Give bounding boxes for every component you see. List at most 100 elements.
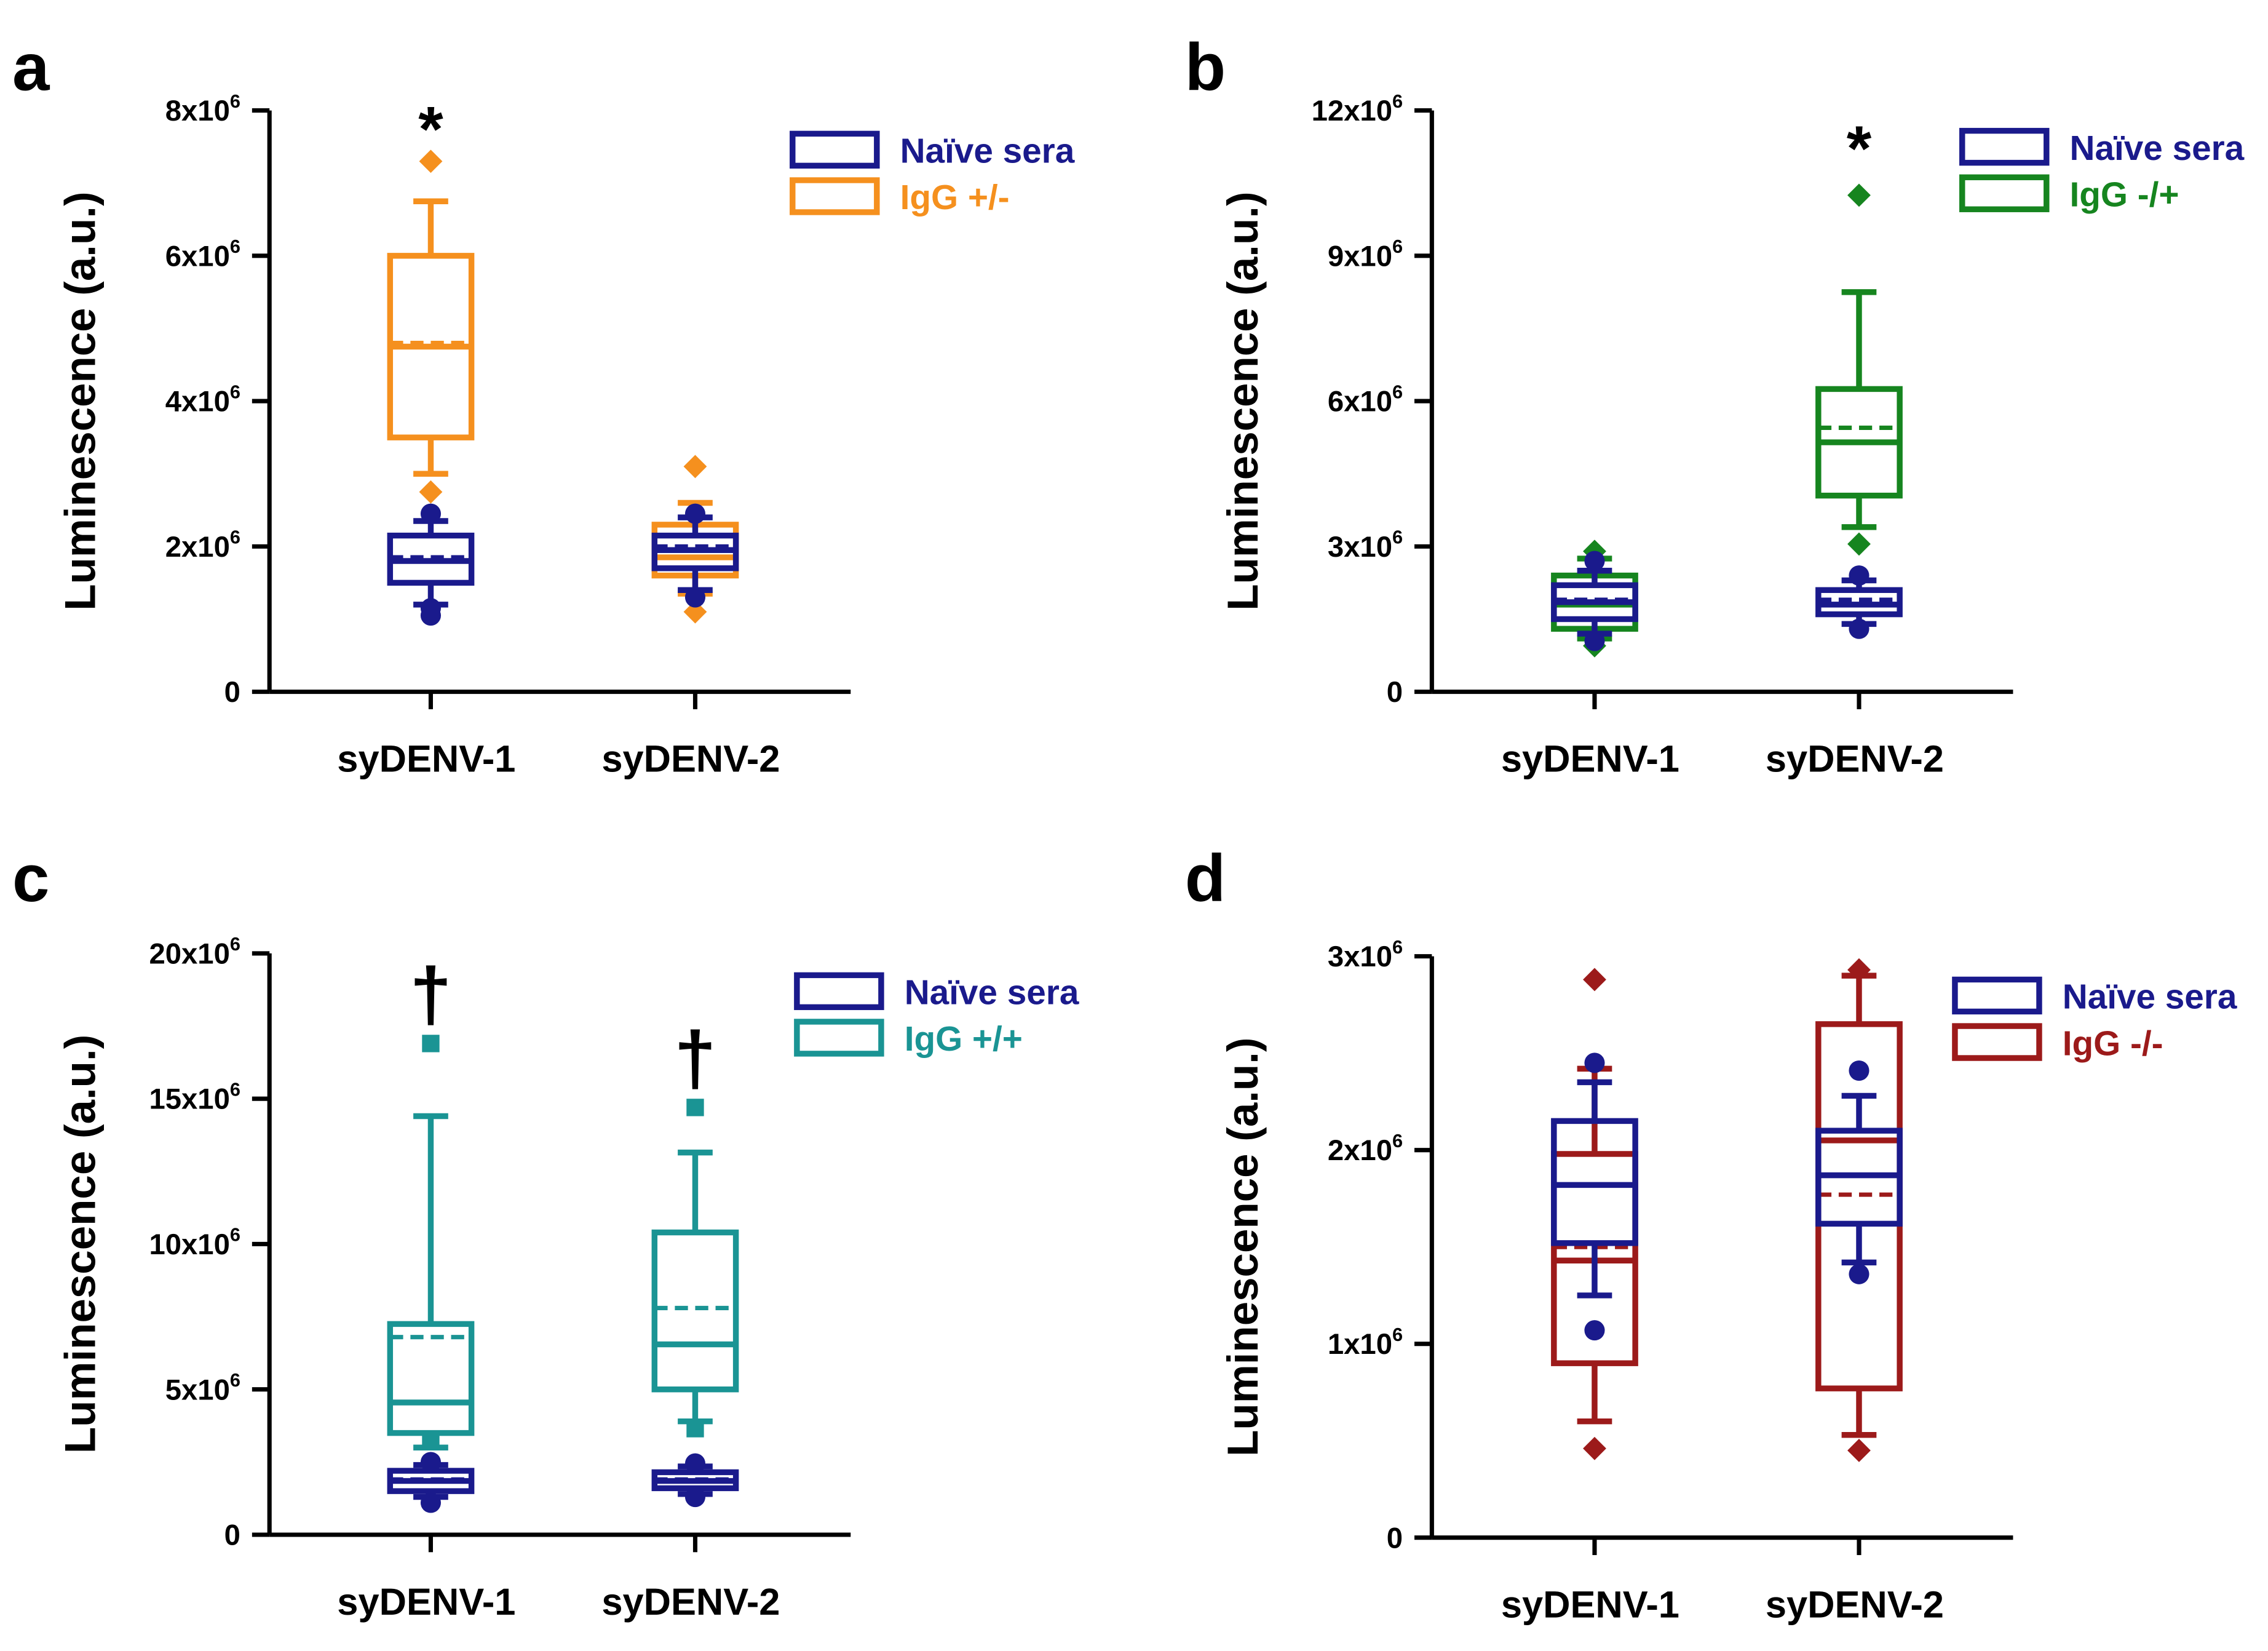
outlier-point [684,1487,706,1508]
legend-label: IgG +/- [900,178,1010,217]
outlier-point [420,503,442,524]
box-iqr [651,1229,739,1393]
legend-label: Naïve sera [2063,978,2237,1017]
box-iqr [387,1321,475,1436]
x-tick-label: syDENV-2 [1766,738,1944,781]
y-tick-exponent: 6 [230,1369,240,1391]
box-na-ve-sera [651,503,739,608]
y-tick-exponent: 6 [230,90,240,112]
panel-d-letter: d [1185,841,1226,916]
outlier-point [1849,1060,1870,1081]
y-axis-label: Luminescence (a.u.) [1219,191,1267,610]
y-tick-label: 9x106 [1328,236,1403,273]
significance-marker: † [674,1017,716,1101]
y-tick-exponent: 6 [1392,236,1403,257]
box-na-ve-sera [651,1453,739,1508]
outlier-point [1583,968,1606,992]
outlier-point [686,1420,704,1438]
y-tick-label: 2x106 [165,527,240,563]
significance-marker: † [410,953,451,1037]
x-tick-label: syDENV-2 [601,1581,780,1623]
box-igg- [1815,183,1903,556]
box-na-ve-sera [1551,1052,1638,1341]
box-igg- [387,149,475,504]
x-tick-label: syDENV-1 [337,738,515,781]
outlier-point [1584,1052,1605,1073]
outlier-point [684,1453,706,1474]
legend-label: Naïve sera [900,132,1075,171]
y-tick-label: 4x106 [165,381,240,418]
y-axis-label: Luminescence (a.u.) [57,1035,105,1454]
y-tick-label: 3x106 [1328,527,1403,563]
outlier-point [686,1099,704,1116]
panel-a: a 0 2x106 4x106 6x106 8x106 Luminescence (a.u… [12,30,1075,780]
y-tick-label: 10x106 [149,1224,240,1261]
y-axis-label: Luminescence (a.u.) [57,191,105,610]
y-tick-label: 2x106 [1328,1130,1403,1167]
box-na-ve-sera [1551,551,1638,651]
y-tick-label: 20x106 [149,933,240,970]
box-iqr [1551,1118,1638,1246]
outlier-point [1849,565,1870,586]
outlier-point [1849,1263,1870,1284]
panel-b: b 0 3x106 6x106 9x106 12x106 Luminescence (a.… [1185,30,2245,780]
outlier-point [422,1035,440,1052]
legend-swatch [790,130,880,169]
y-tick-exponent: 6 [230,381,240,402]
box-igg- [651,1099,739,1438]
y-tick-label: 8x106 [165,90,240,127]
x-tick-label: syDENV-1 [337,1581,515,1623]
panel-c: c 0 5x106 10x106 15x106 20x106 Luminescence (… [12,841,1079,1623]
outlier-point [419,480,443,504]
outlier-point [684,587,706,608]
box-igg- [387,1035,475,1450]
y-tick-exponent: 6 [1392,1324,1403,1345]
legend-swatch [1959,127,2050,166]
y-tick-label: 1x106 [1328,1324,1403,1361]
y-tick-label: 0 [1387,1522,1403,1554]
y-tick-label: 5x106 [165,1369,240,1406]
legend-swatch [1952,1023,2042,1061]
y-tick-label: 0 [224,1519,240,1552]
y-tick-label: 6x106 [1328,381,1403,418]
y-tick-exponent: 6 [230,527,240,548]
significance-marker: * [418,94,443,165]
x-tick-label: syDENV-1 [1501,738,1679,781]
outlier-point [420,1492,442,1513]
legend-label: Naïve sera [2070,129,2245,168]
y-tick-label: 0 [1387,676,1403,709]
legend-swatch [794,1019,884,1057]
legend-swatch [794,972,884,1011]
outlier-point [1584,631,1605,651]
y-tick-exponent: 6 [1392,90,1403,112]
y-tick-exponent: 6 [1392,1130,1403,1152]
y-tick-label: 12x106 [1312,90,1403,127]
y-tick-label: 0 [224,676,240,709]
panel-c-letter: c [12,841,49,916]
outlier-point [420,598,442,619]
outlier-point [1847,1439,1871,1462]
y-tick-exponent: 6 [230,1078,240,1100]
legend-label: Naïve sera [905,974,1079,1012]
legend-swatch [1959,174,2050,212]
outlier-point [683,455,707,479]
y-tick-exponent: 6 [230,236,240,257]
legend-swatch [1952,976,2042,1015]
y-tick-exponent: 6 [1392,527,1403,548]
y-tick-label: 15x106 [149,1078,240,1115]
y-axis-label: Luminescence (a.u.) [1219,1037,1267,1456]
box-na-ve-sera [387,503,475,626]
plot-b: 0 3x106 6x106 9x106 12x106 Luminescence (a.u.… [1219,90,2245,781]
x-tick-label: syDENV-1 [1501,1584,1679,1626]
outlier-point [1584,551,1605,571]
outlier-point [1583,1436,1606,1460]
box-na-ve-sera [387,1452,475,1513]
y-tick-exponent: 6 [1392,381,1403,402]
panel-a-letter: a [12,30,50,105]
legend-swatch [790,177,880,215]
outlier-point [1849,618,1870,639]
outlier-point [1584,1320,1605,1341]
outlier-point [1847,958,1871,982]
y-tick-exponent: 6 [1392,936,1403,958]
